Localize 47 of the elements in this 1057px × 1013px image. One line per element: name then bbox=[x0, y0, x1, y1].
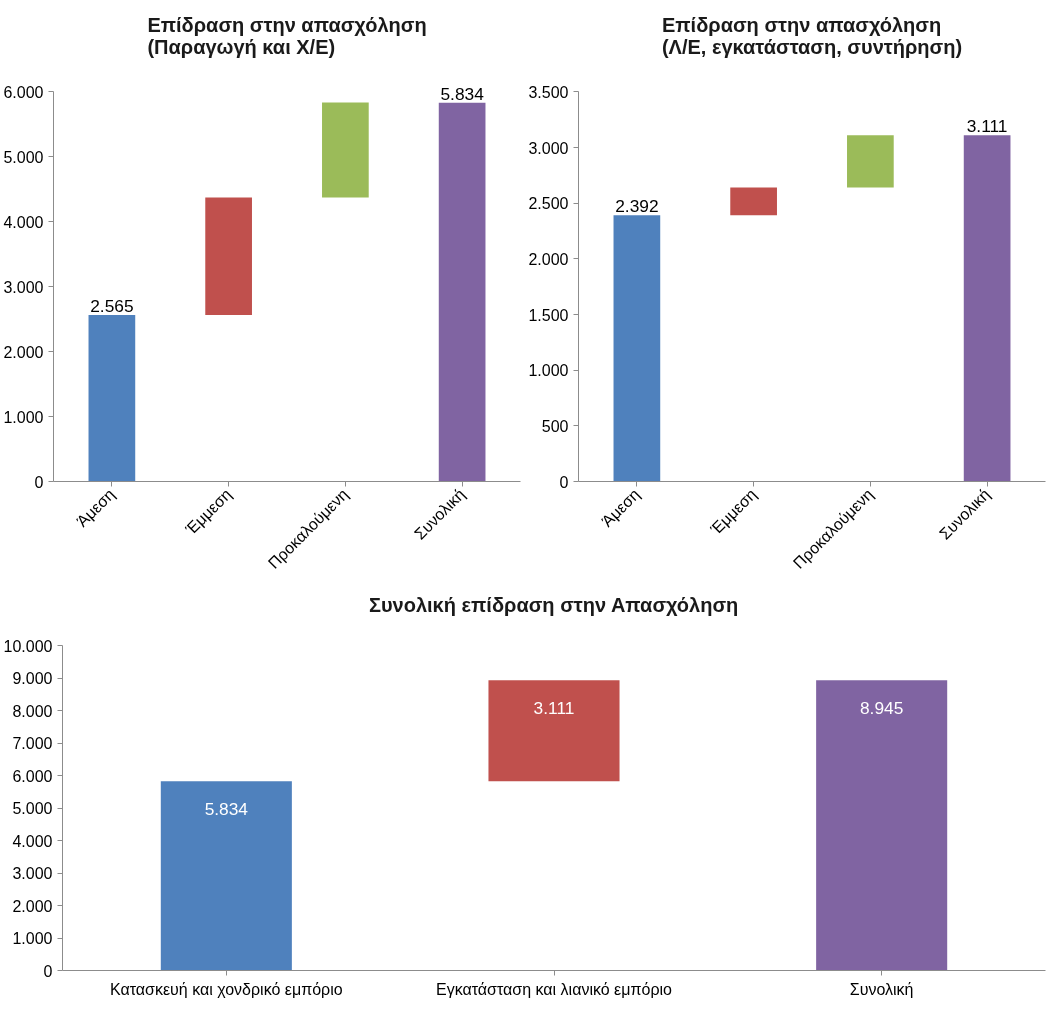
y-tick-label: 1.000 bbox=[528, 362, 569, 380]
y-tick-label: 1.500 bbox=[528, 306, 569, 324]
y-tick-label: 0 bbox=[34, 473, 44, 491]
data-label: 5.834 bbox=[440, 83, 485, 104]
data-label: 2.392 bbox=[615, 196, 659, 217]
bar bbox=[730, 187, 777, 216]
bar bbox=[322, 102, 369, 198]
bar bbox=[847, 135, 894, 188]
chart-title: Επίδραση στην απασχόληση (Παραγωγή και Χ/Ε) bbox=[147, 13, 427, 58]
y-tick-label: 4.000 bbox=[3, 213, 44, 231]
y-tick-label: 1.000 bbox=[3, 408, 44, 426]
y-tick-label: 5.000 bbox=[12, 800, 53, 818]
y-tick-label: 0 bbox=[559, 473, 569, 491]
x-tick-label: Κατασκευή και χονδρικό εμπόριο bbox=[110, 980, 343, 998]
chart-title: Επίδραση στην απασχόληση (Λ/Ε, εγκατάσταση, συντήρηση) bbox=[661, 13, 963, 58]
y-tick-label: 4.000 bbox=[12, 832, 53, 850]
y-tick-label: 7.000 bbox=[12, 735, 53, 753]
data-label: 8.945 bbox=[859, 698, 904, 719]
y-tick-label: 3.000 bbox=[12, 865, 53, 883]
data-label: 3.111 bbox=[533, 698, 575, 719]
y-tick-label: 8.000 bbox=[12, 702, 53, 720]
bar bbox=[438, 102, 486, 482]
x-tick-label: Συνολική bbox=[849, 980, 914, 998]
y-tick-label: 6.000 bbox=[3, 83, 44, 101]
x-tick-label: Εγκατάσταση και λιανικό εμπόριο bbox=[436, 980, 673, 998]
y-tick-label: 3.000 bbox=[528, 139, 569, 157]
bar bbox=[613, 215, 661, 482]
y-tick-label: 3.000 bbox=[3, 278, 44, 296]
bar bbox=[88, 314, 136, 482]
y-tick-label: 6.000 bbox=[12, 767, 53, 785]
y-tick-label: 0 bbox=[43, 962, 53, 980]
data-label: 3.111 bbox=[966, 116, 1008, 137]
y-tick-label: 2.000 bbox=[3, 343, 44, 361]
y-tick-label: 2.000 bbox=[12, 897, 53, 915]
y-tick-label: 2.500 bbox=[528, 195, 569, 213]
bar bbox=[205, 197, 252, 315]
data-label: 2.565 bbox=[90, 295, 134, 316]
y-tick-label: 1.000 bbox=[12, 930, 53, 948]
y-tick-label: 3.500 bbox=[528, 83, 569, 101]
y-tick-label: 2.000 bbox=[528, 250, 569, 268]
chart-title: Συνολική επίδραση στην Απασχόληση bbox=[368, 593, 739, 616]
y-tick-label: 500 bbox=[541, 417, 569, 435]
data-label: 5.834 bbox=[204, 799, 249, 820]
y-tick-label: 9.000 bbox=[12, 670, 53, 688]
bar bbox=[963, 135, 1011, 482]
y-tick-label: 5.000 bbox=[3, 148, 44, 166]
y-tick-label: 10.000 bbox=[3, 637, 53, 655]
